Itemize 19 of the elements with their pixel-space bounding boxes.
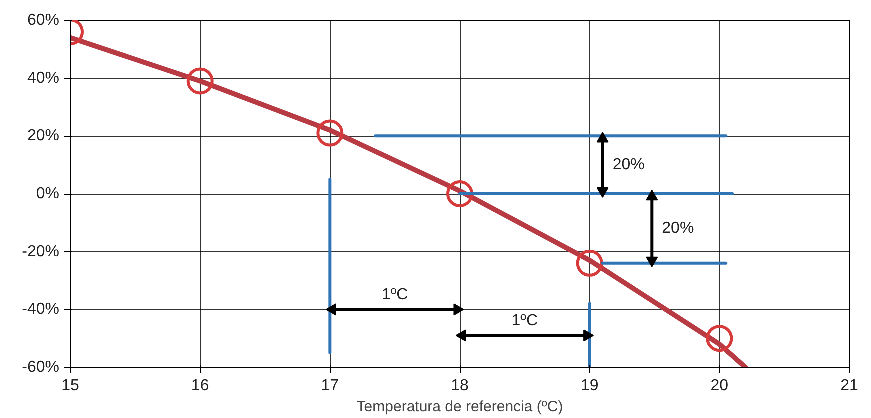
x-tick-label: 20 (710, 378, 729, 394)
y-tick-label: 20% (27, 128, 60, 145)
x-tick-label: 21 (840, 378, 858, 394)
x-tick-label: 18 (451, 378, 469, 394)
series-label: 1ºC (512, 312, 538, 330)
y-tick-label: 0% (36, 186, 60, 202)
x-tick-label: 15 (62, 378, 80, 394)
x-axis-title: Temperatura de referencia (ºC) (356, 398, 564, 416)
x-tick-label: 19 (580, 378, 599, 394)
series-label: 1ºC (382, 286, 408, 304)
y-tick-label: 40% (27, 70, 60, 87)
series-label: 20% (612, 156, 645, 174)
y-tick-label: -60% (22, 359, 60, 376)
y-tick-label: 60% (27, 12, 60, 29)
y-tick-label: -20% (22, 243, 60, 260)
x-tick-label: 17 (321, 378, 340, 394)
y-tick-label: -40% (22, 301, 60, 318)
series-label: 20% (662, 220, 694, 238)
x-tick-label: 16 (191, 378, 210, 394)
